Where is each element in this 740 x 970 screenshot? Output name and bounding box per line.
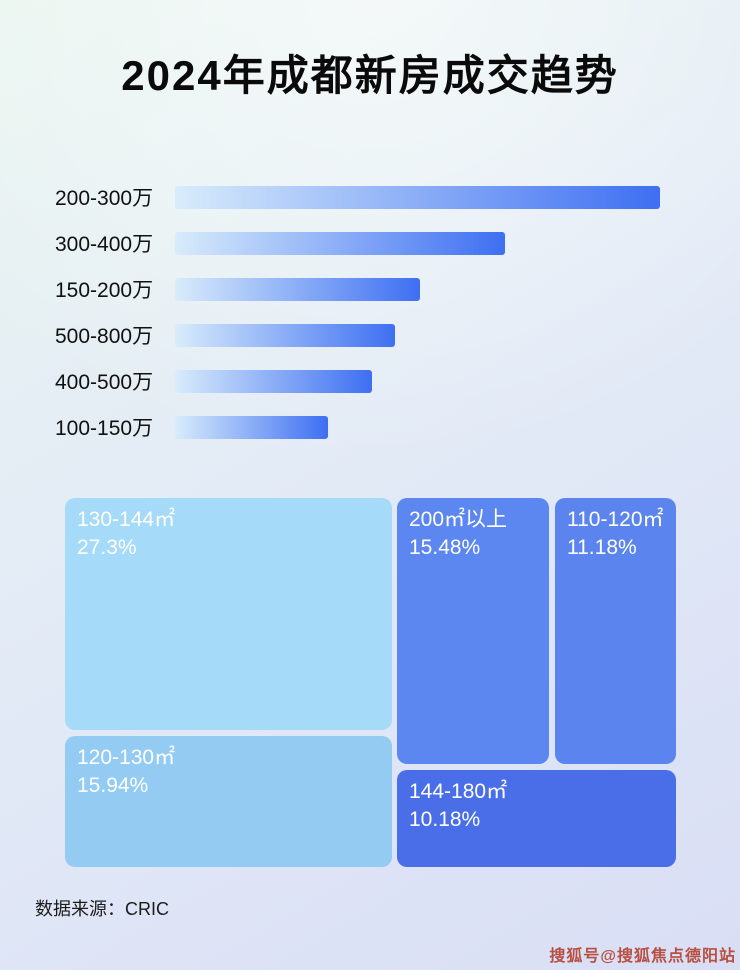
treemap-block-label: 120-130㎡ — [77, 746, 176, 769]
bar-track — [175, 415, 660, 439]
treemap-block-120-130: 120-130㎡ 15.94% — [65, 736, 392, 867]
bar — [175, 277, 420, 301]
treemap-block-value: 11.18% — [567, 536, 637, 560]
bar-track — [175, 323, 660, 347]
watermark-text: 搜狐号@搜狐焦点德阳站 — [549, 948, 736, 965]
treemap-block-label: 144-180㎡ — [409, 780, 508, 803]
bar-label: 400-500万 — [55, 371, 154, 394]
bar-label: 150-200万 — [55, 279, 154, 302]
treemap-block-label: 130-144㎡ — [77, 508, 176, 531]
treemap-block-144-180: 144-180㎡ 10.18% — [397, 770, 676, 867]
bar — [175, 231, 505, 255]
treemap-block-value: 10.18% — [409, 808, 481, 832]
bar-track — [175, 369, 660, 393]
bar-track — [175, 277, 660, 301]
bar-track — [175, 185, 660, 209]
bar-label: 300-400万 — [55, 233, 154, 256]
treemap-block-110-120: 110-120㎡ 11.18% — [555, 498, 676, 764]
bar-row: 500-800万 — [0, 312, 740, 358]
bar — [175, 415, 328, 439]
treemap-block-value: 15.94% — [77, 774, 149, 798]
bar-row: 200-300万 — [0, 174, 740, 220]
bar — [175, 185, 660, 209]
bar-row: 300-400万 — [0, 220, 740, 266]
price-range-bar-chart: 200-300万 300-400万 150-200万 500-800万 400-… — [0, 174, 740, 450]
bar — [175, 323, 396, 347]
treemap-block-value: 27.3% — [77, 536, 137, 560]
bar-row: 100-150万 — [0, 404, 740, 450]
data-source-label: 数据来源：CRIC — [35, 899, 169, 919]
treemap-block-label: 110-120㎡ — [567, 508, 664, 531]
page-title: 2024年成都新房成交趋势 — [121, 52, 619, 99]
bar-track — [175, 231, 660, 255]
treemap-block-label: 200㎡以上 — [409, 508, 508, 531]
bar-row: 400-500万 — [0, 358, 740, 404]
treemap-block-130-144: 130-144㎡ 27.3% — [65, 498, 392, 730]
bar — [175, 369, 372, 393]
treemap-block-value: 15.48% — [409, 536, 481, 560]
bar-row: 150-200万 — [0, 266, 740, 312]
treemap-block-200-plus: 200㎡以上 15.48% — [397, 498, 549, 764]
bar-label: 500-800万 — [55, 325, 154, 348]
bar-label: 100-150万 — [55, 417, 154, 440]
bar-label: 200-300万 — [55, 187, 154, 210]
